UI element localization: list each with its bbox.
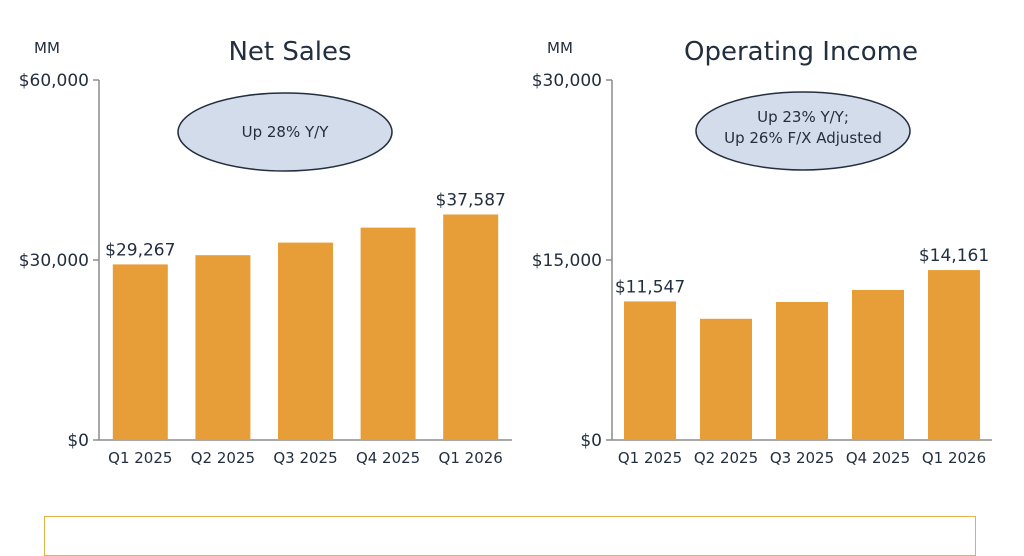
operating-income-y-tick-label: $0 <box>580 431 602 451</box>
operating-income-x-tick-label: Q1 2025 <box>618 449 682 467</box>
operating-income-unit-label: MM <box>547 39 573 57</box>
operating-income-bar <box>928 270 980 440</box>
operating-income-y-tick-label: $30,000 <box>532 71 602 91</box>
operating-income-title: Operating Income <box>684 37 918 67</box>
operating-income-x-tick-label: Q3 2025 <box>770 449 834 467</box>
net-sales-y-tick-label: $60,000 <box>19 71 89 91</box>
operating-income-callout-ellipse <box>695 91 911 171</box>
operating-income-x-axis-ticks: Q1 2025 Q2 2025 Q3 2025 Q4 2025 Q1 2026 <box>618 449 986 467</box>
net-sales-bar <box>278 242 333 440</box>
net-sales-bar <box>360 227 416 440</box>
operating-income-bar <box>852 290 904 440</box>
operating-income-x-tick-label: Q1 2026 <box>922 449 986 467</box>
charts-area: MM Net Sales Up 28% Y/Y $0 $30,000 $60,000… <box>19 37 992 467</box>
net-sales-x-tick-label: Q3 2025 <box>273 449 337 467</box>
operating-income-x-tick-label: Q4 2025 <box>846 449 910 467</box>
net-sales-y-tick-label: $30,000 <box>19 251 89 271</box>
net-sales-x-tick-label: Q2 2025 <box>191 449 255 467</box>
net-sales-y-axis-ticks: $0 $30,000 $60,000 <box>19 71 99 451</box>
operating-income-bar <box>700 318 752 440</box>
net-sales-callout: Up 28% Y/Y <box>177 92 393 172</box>
operating-income-data-labels: $11,547 $14,161 <box>615 246 989 297</box>
net-sales-x-tick-label: Q4 2025 <box>356 449 420 467</box>
net-sales-x-tick-label: Q1 2025 <box>108 449 172 467</box>
net-sales-bar <box>195 255 251 440</box>
net-sales-x-tick-label: Q1 2026 <box>439 449 503 467</box>
operating-income-x-tick-label: Q2 2025 <box>694 449 758 467</box>
operating-income-data-label: $11,547 <box>615 277 685 297</box>
operating-income-data-label: $14,161 <box>919 246 989 266</box>
operating-income-y-axis-ticks: $0 $15,000 $30,000 <box>532 71 612 451</box>
operating-income-callout-line-2: Up 26% F/X Adjusted <box>724 129 882 147</box>
net-sales-callout-text: Up 28% Y/Y <box>242 123 330 141</box>
footer-panel <box>44 516 976 556</box>
operating-income-bar <box>624 301 676 440</box>
operating-income-bar <box>776 302 828 440</box>
net-sales-bar <box>112 264 168 440</box>
net-sales-chart: MM Net Sales Up 28% Y/Y $0 $30,000 $60,000… <box>19 37 512 467</box>
operating-income-chart: MM Operating Income Up 23% Y/Y; Up 26% F… <box>532 37 992 467</box>
operating-income-bars <box>624 270 980 440</box>
net-sales-unit-label: MM <box>34 39 60 57</box>
net-sales-y-tick-label: $0 <box>67 431 89 451</box>
operating-income-callout: Up 23% Y/Y; Up 26% F/X Adjusted <box>695 91 911 171</box>
operating-income-callout-line-1: Up 23% Y/Y; <box>757 108 849 126</box>
net-sales-data-labels: $29,267 $37,587 <box>105 190 506 260</box>
net-sales-bars <box>112 214 499 440</box>
net-sales-data-label: $29,267 <box>105 240 175 260</box>
net-sales-data-label: $37,587 <box>436 190 506 210</box>
net-sales-x-axis-ticks: Q1 2025 Q2 2025 Q3 2025 Q4 2025 Q1 2026 <box>108 449 503 467</box>
operating-income-y-tick-label: $15,000 <box>532 251 602 271</box>
net-sales-title: Net Sales <box>228 37 351 67</box>
net-sales-callout-ellipse <box>177 92 393 172</box>
net-sales-bar <box>443 214 499 440</box>
